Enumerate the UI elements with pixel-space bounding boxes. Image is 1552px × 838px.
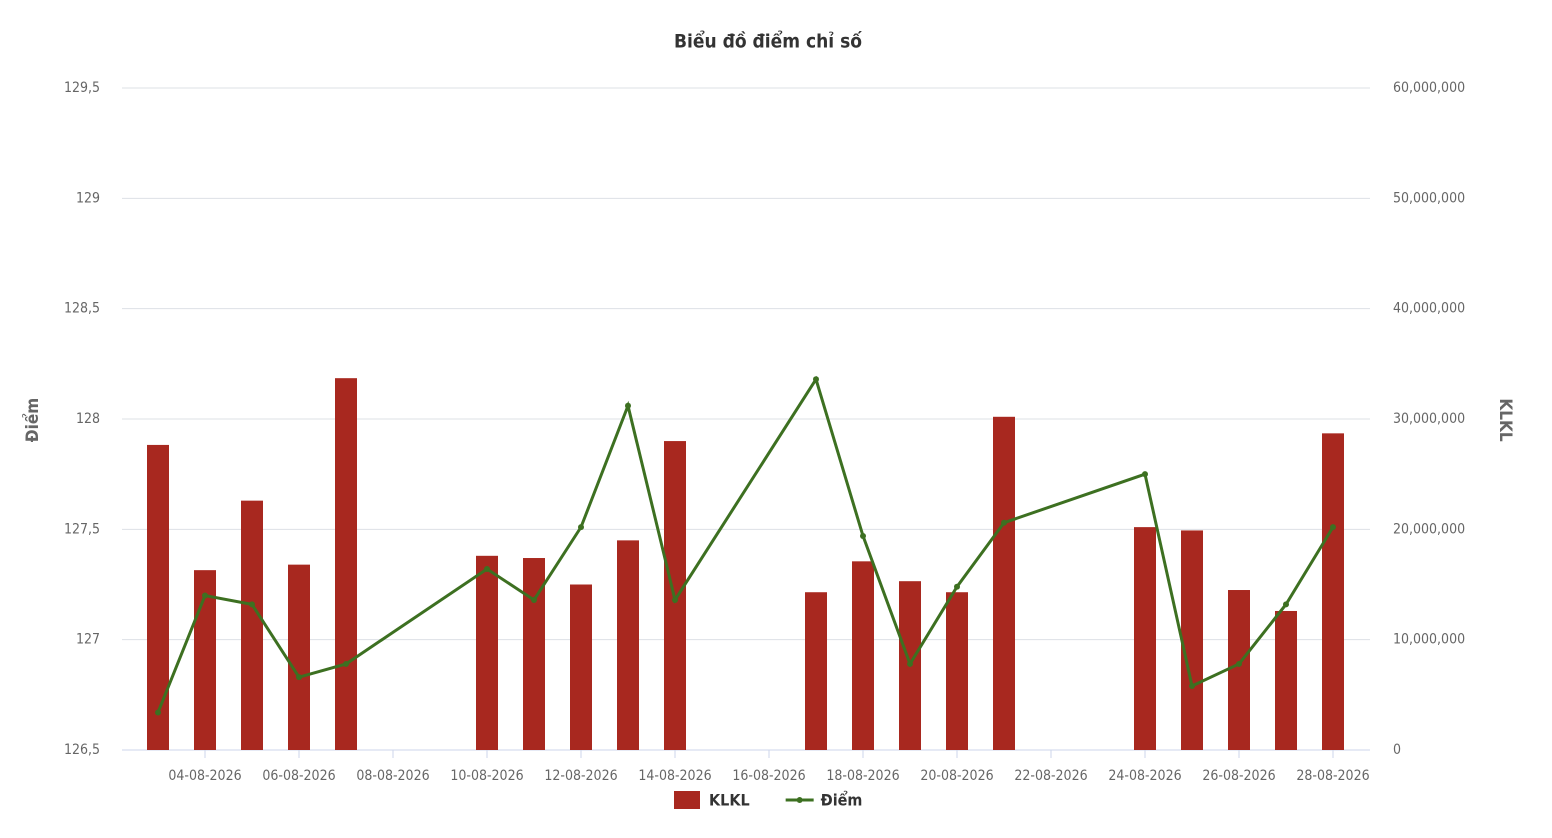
y2-tick-label: 30,000,000 [1393,411,1465,427]
bar [1228,590,1250,750]
bar [805,592,827,750]
y-tick-label: 128 [76,411,100,427]
point [1142,471,1148,478]
point [578,524,584,531]
bar [523,558,545,750]
x-tick-label: 16-08-2026 [732,768,805,784]
y2-tick-label: 20,000,000 [1393,521,1465,537]
point [672,596,678,603]
point [860,532,866,539]
bar [335,378,357,750]
point [249,601,255,608]
bar [852,561,874,750]
y-tick-label: 127,5 [64,521,100,537]
point [1330,524,1336,531]
y-axis-title: Điểm [21,398,43,442]
y-tick-label: 126,5 [64,742,100,758]
bar [476,555,498,750]
point [296,674,302,681]
x-tick-label: 22-08-2026 [1014,768,1087,784]
y-tick-label: 127 [76,632,100,648]
y2-tick-label: 10,000,000 [1393,632,1465,648]
bar [993,416,1015,750]
legend-label: KLKL [709,791,750,810]
bar [1134,527,1156,750]
point [1283,601,1289,608]
point [484,566,490,573]
point [531,596,537,603]
point [202,592,208,599]
y2-tick-label: 40,000,000 [1393,301,1465,317]
x-tick-label: 18-08-2026 [826,768,899,784]
x-tick-label: 20-08-2026 [920,768,993,784]
point [625,402,631,409]
y-tick-label: 129,5 [64,80,100,96]
chart-title: Biểu đồ điểm chỉ số [674,30,862,53]
point [907,660,913,667]
bar [570,584,592,750]
legend-label: Điểm [821,791,863,810]
point [343,660,349,667]
point [155,709,161,716]
x-tick-label: 28-08-2026 [1296,768,1369,784]
x-tick-label: 08-08-2026 [356,768,429,784]
bar [288,564,310,750]
x-tick-label: 06-08-2026 [262,768,335,784]
point [1236,660,1242,667]
x-tick-label: 10-08-2026 [450,768,523,784]
point [954,583,960,590]
legend-swatch [796,797,803,803]
x-tick-label: 24-08-2026 [1108,768,1181,784]
point [1189,683,1195,690]
bar [1322,433,1344,750]
x-tick-label: 04-08-2026 [168,768,241,784]
y-tick-label: 129 [76,190,100,206]
bar [194,570,216,750]
bar [617,540,639,750]
bar [1181,530,1203,750]
y2-tick-label: 0 [1393,742,1401,758]
x-tick-label: 14-08-2026 [638,768,711,784]
x-tick-label: 26-08-2026 [1202,768,1275,784]
bar [147,444,169,750]
point [813,376,819,383]
x-tick-label: 12-08-2026 [544,768,617,784]
line [156,375,1335,714]
bar [946,592,968,750]
bar [1275,610,1297,750]
bar [241,500,263,750]
y2-tick-label: 50,000,000 [1393,190,1465,206]
legend-swatch [674,791,700,809]
y2-axis-title: KLKL [1495,398,1515,441]
point [1001,519,1007,526]
y-tick-label: 128,5 [64,301,100,317]
y2-tick-label: 60,000,000 [1393,80,1465,96]
